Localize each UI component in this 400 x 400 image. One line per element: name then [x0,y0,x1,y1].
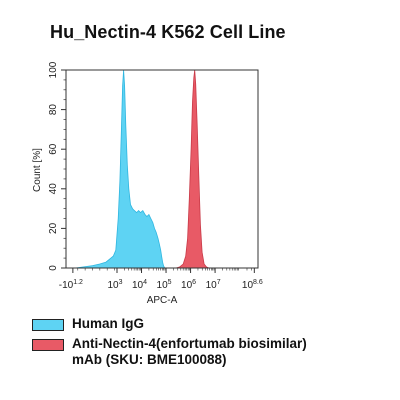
x-tick-label: 106 [181,279,196,291]
x-tick-label: 107 [206,279,221,291]
x-tick-label: 103 [107,279,122,291]
y-tick-label: 20 [48,222,59,234]
x-tick-label: -101.2 [59,279,83,291]
legend-swatch-human-igg [32,319,64,331]
legend-item-human-igg: Human IgG [32,316,307,332]
y-tick-label: 60 [48,143,59,155]
chart-title: Hu_Nectin-4 K562 Cell Line [50,22,286,42]
legend-label-human-igg: Human IgG [72,316,145,331]
y-axis-label: Count [%] [32,148,43,192]
y-tick-label: 0 [48,265,59,271]
x-tick-label: 108.6 [242,279,263,291]
x-tick-label: 104 [132,279,147,291]
legend-item-anti-nectin-4: Anti-Nectin-4(enfortumab biosimilar) mAb… [32,336,307,368]
series-anti-nectin-4 [175,69,210,269]
x-tick-label: 105 [157,279,172,291]
legend-label-anti-nectin-4: Anti-Nectin-4(enfortumab biosimilar) [72,336,307,351]
legend-swatch-anti-nectin-4 [32,339,64,351]
legend-label-anti-nectin-4-line2: mAb (SKU: BME100088) [72,352,227,367]
plot-frame [65,69,259,269]
series-human-igg [75,69,166,269]
y-tick-label: 80 [48,104,59,116]
y-tick-label: 40 [48,183,59,195]
legend: Human IgG Anti-Nectin-4(enfortumab biosi… [32,316,307,372]
y-tick-label: 100 [48,61,59,78]
x-axis-label: APC-A [147,295,178,306]
